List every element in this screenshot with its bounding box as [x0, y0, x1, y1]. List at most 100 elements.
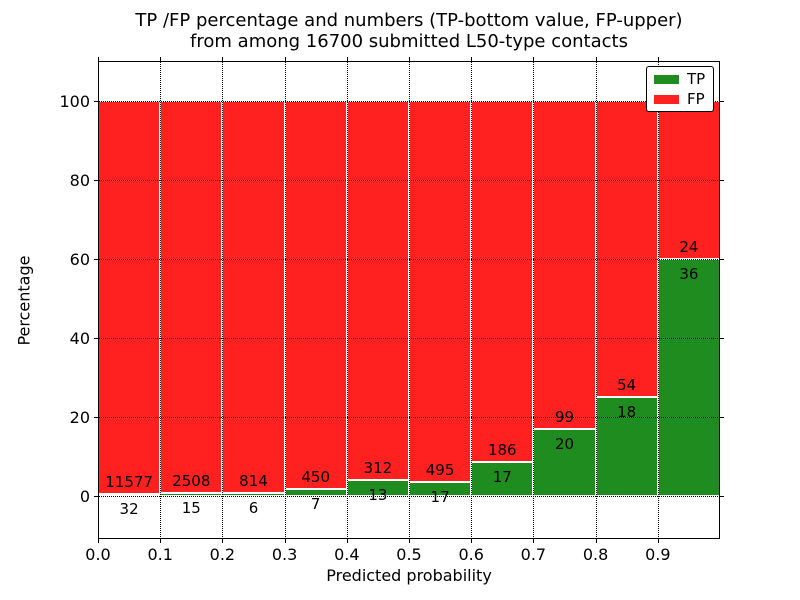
bar-segment-fp [98, 100, 161, 495]
x-tick-label: 0.1 [147, 545, 173, 564]
tp-count-label: 7 [310, 495, 321, 514]
x-tick-mark [595, 539, 597, 543]
x-tick-mark [98, 57, 99, 61]
tp-count-label: 20 [554, 435, 575, 454]
x-tick-mark [222, 539, 224, 543]
x-tick-mark [595, 57, 597, 61]
tp-count-label: 6 [248, 498, 259, 517]
x-tick-mark [160, 539, 162, 543]
fp-count-label: 450 [301, 468, 330, 487]
bar-segment-fp [533, 100, 596, 430]
x-tick-label: 0.8 [582, 545, 609, 564]
y-tick-mark [720, 416, 724, 418]
legend-label-tp: TP [687, 69, 706, 88]
bar-segment-tp [657, 258, 720, 496]
x-tick-mark [346, 57, 348, 61]
bar-segment-tp [595, 396, 658, 496]
y-tick-label: 20 [69, 407, 90, 427]
x-tick-mark [284, 539, 286, 543]
gridline-vertical [657, 61, 659, 539]
y-tick-mark [94, 179, 98, 181]
x-tick-label: 0.2 [209, 545, 236, 564]
gridline-vertical [284, 61, 286, 539]
y-tick-mark [94, 495, 98, 497]
y-tick-mark [94, 100, 98, 102]
y-axis-label: Percentage [14, 255, 34, 346]
y-tick-mark [94, 337, 98, 339]
gridline-vertical [471, 61, 473, 539]
legend-item-tp: TP [647, 69, 713, 88]
legend-swatch-tp-icon [654, 74, 679, 84]
x-tick-mark [409, 57, 410, 61]
fp-count-label: 312 [363, 458, 393, 477]
bar-segment-fp [595, 100, 658, 397]
x-axis-label: Predicted probability [326, 566, 492, 585]
fp-count-label: 186 [487, 441, 517, 460]
legend-label-fp: FP [687, 89, 705, 108]
x-tick-mark [471, 57, 473, 61]
x-tick-mark [222, 57, 224, 61]
gridline-vertical [346, 61, 348, 539]
tp-count-label: 17 [430, 488, 450, 507]
tp-count-label: 36 [679, 264, 699, 283]
y-tick-label: 60 [69, 249, 90, 269]
gridline-vertical [533, 61, 535, 539]
legend-item-fp: FP [647, 89, 713, 108]
bar-segment-tp [533, 429, 596, 496]
gridline-vertical [160, 61, 162, 539]
y-tick-label: 40 [69, 328, 90, 348]
tp-count-label: 18 [617, 402, 637, 421]
x-tick-mark [346, 539, 348, 543]
chart-title-line2: from among 16700 submitted L50-type cont… [190, 31, 628, 52]
fp-count-label: 2508 [172, 472, 211, 491]
y-tick-mark [720, 100, 724, 102]
x-tick-label: 0.5 [396, 545, 422, 564]
legend-swatch-fp-icon [654, 94, 679, 104]
legend: TP FP [646, 66, 714, 112]
tp-count-label: 32 [119, 500, 139, 519]
x-tick-mark [471, 539, 473, 543]
gridline-vertical [409, 61, 410, 539]
y-tick-mark [720, 495, 724, 497]
fp-count-label: 495 [425, 461, 455, 480]
x-tick-label: 0.9 [645, 545, 671, 564]
y-tick-mark [720, 179, 724, 181]
x-tick-mark [98, 539, 99, 543]
bar-segment-fp [346, 100, 409, 480]
y-tick-mark [720, 337, 724, 339]
chart-title: TP /FP percentage and numbers (TP-bottom… [98, 10, 720, 52]
bar-segment-fp [471, 100, 534, 463]
x-tick-mark [160, 57, 162, 61]
x-tick-mark [533, 57, 535, 61]
x-tick-mark [657, 539, 659, 543]
fp-count-label: 11577 [105, 473, 153, 492]
fp-count-label: 24 [679, 237, 699, 256]
gridline-vertical [595, 61, 597, 539]
y-tick-label: 80 [69, 170, 90, 190]
x-tick-label: 0.0 [85, 545, 111, 564]
y-tick-mark [720, 258, 724, 260]
y-tick-label: 100 [59, 91, 90, 111]
bar-segment-fp [284, 100, 347, 490]
y-tick-mark [94, 416, 98, 418]
bar-segment-fp [222, 100, 285, 493]
tp-count-label: 17 [492, 468, 512, 487]
tp-count-label: 13 [368, 485, 388, 504]
fp-count-label: 54 [617, 375, 637, 394]
chart-title-line1: TP /FP percentage and numbers (TP-bottom… [135, 10, 683, 31]
x-tick-label: 0.4 [334, 545, 360, 564]
y-tick-mark [94, 258, 98, 260]
x-tick-label: 0.7 [520, 545, 547, 564]
y-tick-label: 0 [79, 486, 90, 506]
x-tick-label: 0.3 [271, 545, 298, 564]
tp-count-label: 15 [181, 499, 201, 518]
gridline-vertical [222, 61, 224, 539]
x-tick-mark [533, 539, 535, 543]
x-tick-mark [409, 539, 410, 543]
x-tick-mark [284, 57, 286, 61]
fp-count-label: 99 [554, 408, 575, 427]
bar-segment-fp [409, 100, 472, 483]
x-tick-label: 0.6 [458, 545, 484, 564]
x-tick-mark [657, 57, 659, 61]
